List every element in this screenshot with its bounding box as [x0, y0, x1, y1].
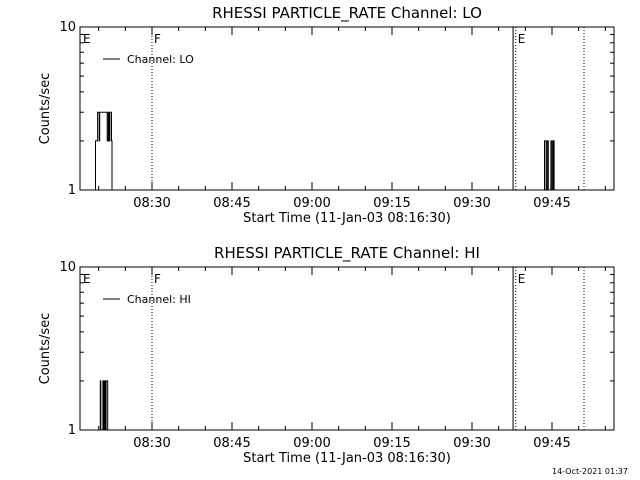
x-axis-label-0: Start Time (11-Jan-03 08:16:30) [243, 211, 451, 226]
x-tick-label-1: 09:00 [293, 436, 330, 451]
x-tick-label-0: 09:15 [373, 196, 410, 211]
x-tick-label-0: 08:30 [133, 196, 170, 211]
y-tick-label-1: 1 [68, 423, 76, 438]
footer-timestamp: 14-Oct-2021 01:37 [552, 467, 628, 476]
y-axis-label-0: Counts/sec [38, 73, 53, 145]
x-tick-label-1: 09:30 [453, 436, 490, 451]
event-marker-label-1-0: E [83, 272, 91, 286]
y-axis-label-1: Counts/sec [38, 313, 53, 385]
x-tick-label-0: 09:00 [293, 196, 330, 211]
x-tick-label-0: 09:30 [453, 196, 490, 211]
event-marker-label-0-1: F [154, 32, 161, 46]
plot-frame-1 [79, 266, 615, 431]
chart-title-1: RHESSI PARTICLE_RATE Channel: HI [214, 244, 480, 263]
y-tick-label-1: 10 [59, 260, 76, 275]
plot-frame-0 [79, 26, 615, 191]
y-tick-label-0: 1 [68, 183, 76, 198]
x-tick-label-0: 09:45 [533, 196, 570, 211]
series-line-1-0 [99, 380, 109, 431]
event-marker-label-1-1: F [154, 272, 161, 286]
event-marker-label-0-0: E [83, 32, 91, 46]
y-tick-label-0: 10 [59, 20, 76, 35]
x-tick-label-1: 08:30 [133, 436, 170, 451]
x-tick-label-1: 09:15 [373, 436, 410, 451]
x-tick-label-0: 08:45 [213, 196, 250, 211]
legend-label-1: Channel: HI [127, 293, 191, 306]
legend-label-0: Channel: LO [127, 53, 194, 66]
x-tick-label-1: 09:45 [533, 436, 570, 451]
event-marker-label-0-3: E [518, 32, 526, 46]
chart-title-0: RHESSI PARTICLE_RATE Channel: LO [212, 4, 482, 23]
x-axis-label-1: Start Time (11-Jan-03 08:16:30) [243, 451, 451, 466]
event-marker-label-1-3: E [518, 272, 526, 286]
series-line-0-0 [94, 111, 555, 191]
x-tick-label-1: 08:45 [213, 436, 250, 451]
